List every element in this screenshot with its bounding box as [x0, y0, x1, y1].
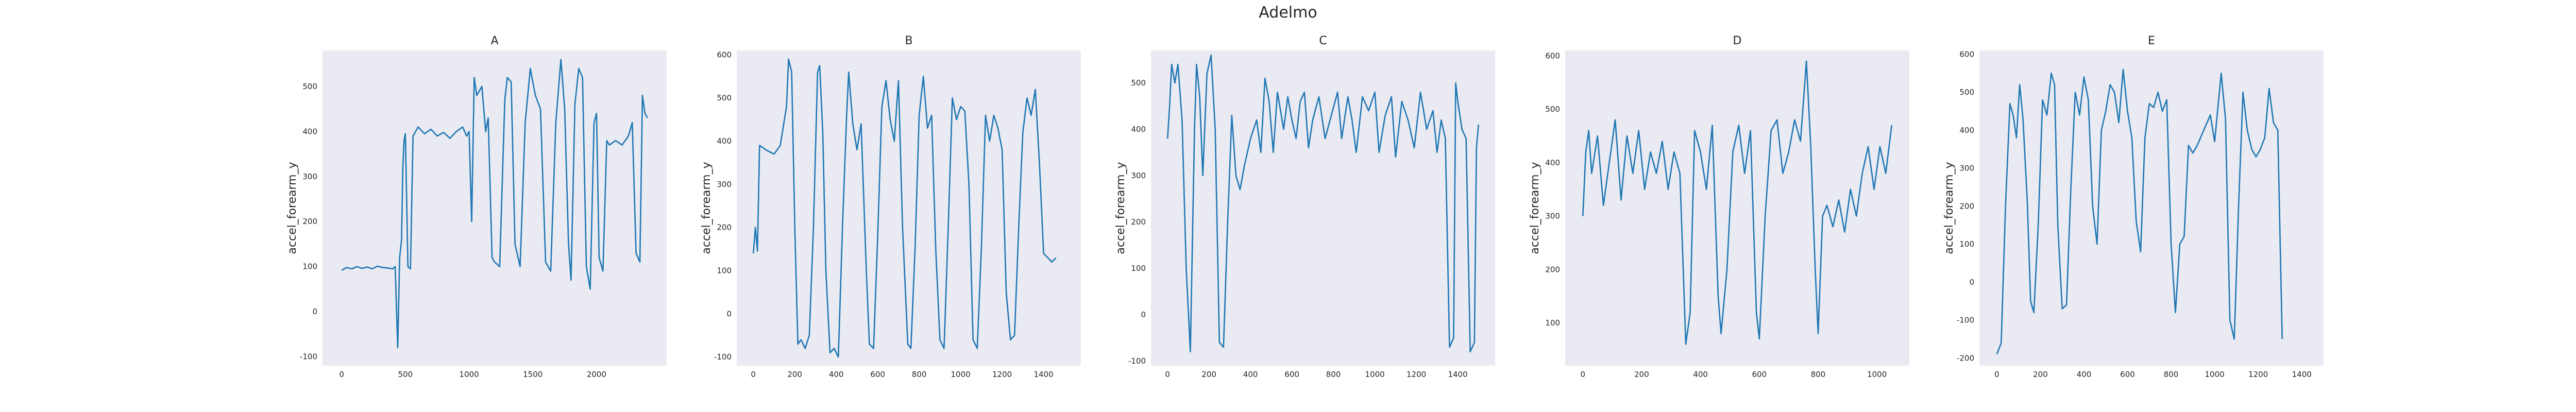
series-line	[1996, 68, 2283, 355]
series-line	[1166, 54, 1480, 353]
plot-area	[1979, 50, 2324, 366]
y-tick-label: 200	[1131, 217, 1146, 227]
x-tick-label: 800	[1811, 370, 1826, 379]
y-tick-label: 200	[1959, 201, 1974, 211]
series-line	[752, 58, 1057, 358]
y-tick-label: 300	[1959, 164, 1974, 173]
x-tick-label: 800	[912, 370, 927, 379]
y-tick-label: 400	[1545, 158, 1560, 167]
y-tick-label: 100	[717, 266, 732, 276]
x-tick-label: 200	[1634, 370, 1649, 379]
x-tick-label: 1000	[1365, 370, 1385, 379]
x-tick-label: 600	[1752, 370, 1767, 379]
x-tick-label: 0	[751, 370, 756, 379]
plot-area	[1565, 50, 1909, 366]
x-tick-label: 0	[1580, 370, 1585, 379]
x-tick-label: 200	[787, 370, 802, 379]
y-tick-label: 0	[312, 307, 317, 316]
panel-title: A	[490, 35, 498, 47]
y-tick-label: 200	[717, 223, 732, 232]
panel-title: C	[1319, 35, 1327, 47]
x-tick-label: 0	[1165, 370, 1170, 379]
x-tick-label: 600	[2120, 370, 2135, 379]
series-line	[341, 59, 649, 349]
x-tick-label: 2000	[587, 370, 606, 379]
x-tick-label: 400	[2077, 370, 2092, 379]
x-tick-label: 1000	[1867, 370, 1887, 379]
x-tick-label: 1400	[2292, 370, 2312, 379]
x-tick-label: 800	[1326, 370, 1341, 379]
y-tick-label: 200	[302, 217, 317, 226]
x-tick-label: 500	[398, 370, 413, 379]
figure-suptitle: Adelmo	[1259, 4, 1317, 22]
y-tick-label: 0	[1141, 310, 1146, 319]
y-axis-label: accel_forearm_y	[700, 162, 713, 254]
y-axis-label: accel_forearm_y	[1114, 162, 1127, 254]
y-tick-label: 100	[1545, 318, 1560, 328]
y-tick-label: 500	[1959, 88, 1974, 97]
x-tick-label: 1200	[992, 370, 1012, 379]
y-tick-label: 400	[1959, 126, 1974, 135]
x-tick-label: 1500	[523, 370, 543, 379]
x-tick-label: 800	[2164, 370, 2179, 379]
x-tick-label: 1400	[1448, 370, 1467, 379]
y-tick-label: 100	[1131, 264, 1146, 273]
y-axis-label: accel_forearm_y	[1943, 162, 1956, 254]
y-tick-label: 400	[302, 127, 317, 136]
y-tick-label: 500	[717, 93, 732, 102]
panel-title: E	[2148, 35, 2155, 47]
x-tick-label: 1000	[951, 370, 971, 379]
y-tick-label: 300	[302, 172, 317, 181]
panel-title: B	[905, 35, 912, 47]
x-tick-label: 1200	[2248, 370, 2268, 379]
y-tick-label: 100	[1959, 239, 1974, 249]
x-tick-label: 0	[1994, 370, 1999, 379]
x-tick-label: 400	[829, 370, 844, 379]
y-tick-label: -100	[1128, 356, 1146, 366]
y-tick-label: 300	[1131, 171, 1146, 180]
y-tick-label: 500	[1545, 105, 1560, 114]
y-axis-label: accel_forearm_y	[286, 162, 299, 254]
x-tick-label: 200	[1201, 370, 1216, 379]
y-tick-label: 200	[1545, 265, 1560, 274]
y-tick-label: -100	[714, 352, 732, 362]
plot-area	[737, 50, 1081, 366]
y-tick-label: -100	[300, 352, 317, 362]
y-tick-label: 600	[1959, 49, 1974, 59]
x-tick-label: 200	[2033, 370, 2048, 379]
y-tick-label: 400	[1131, 125, 1146, 134]
x-tick-label: 1400	[1033, 370, 1053, 379]
x-tick-label: 1000	[459, 370, 479, 379]
x-tick-label: 600	[1284, 370, 1299, 379]
y-axis-label: accel_forearm_y	[1529, 162, 1541, 254]
y-tick-label: -100	[1957, 316, 1974, 325]
y-tick-label: 500	[302, 82, 317, 91]
series-line	[1582, 60, 1892, 345]
x-tick-label: 600	[870, 370, 885, 379]
y-tick-label: 0	[1969, 278, 1974, 287]
plot-area	[323, 50, 667, 366]
y-tick-label: 500	[1131, 78, 1146, 88]
x-tick-label: 1000	[2205, 370, 2225, 379]
y-tick-label: -200	[1957, 353, 1974, 363]
x-tick-label: 0	[339, 370, 344, 379]
panel-title: D	[1733, 35, 1742, 47]
plot-area	[1151, 50, 1495, 366]
y-tick-label: 600	[717, 50, 732, 59]
x-tick-label: 400	[1243, 370, 1258, 379]
y-tick-label: 600	[1545, 51, 1560, 60]
y-tick-label: 0	[726, 309, 732, 318]
y-tick-label: 300	[1545, 212, 1560, 221]
y-tick-label: 400	[717, 136, 732, 146]
x-tick-label: 1200	[1406, 370, 1426, 379]
y-tick-label: 100	[302, 262, 317, 271]
y-tick-label: 300	[717, 180, 732, 189]
x-tick-label: 400	[1693, 370, 1708, 379]
